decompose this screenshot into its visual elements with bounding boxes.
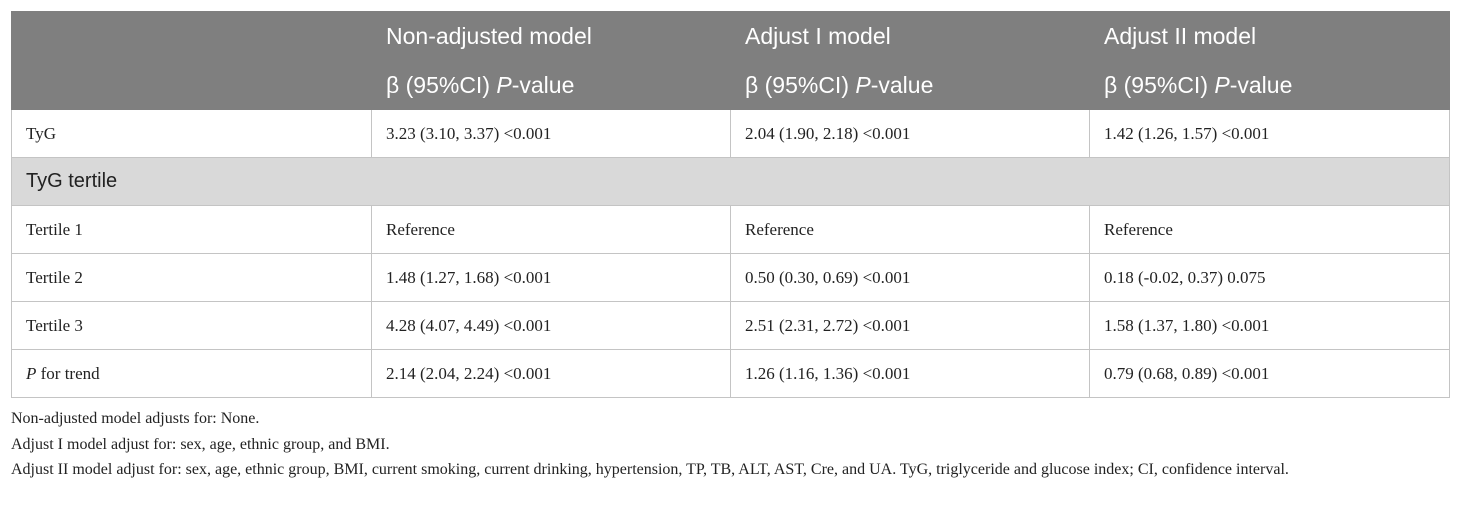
column-subheader: β (95%CI) P-value	[730, 60, 1090, 110]
footnote: Non-adjusted model adjusts for: None.	[11, 410, 260, 427]
table-cell: 1.26 (1.16, 1.36) <0.001	[730, 349, 1090, 398]
column-subheader: β (95%CI) P-value	[1089, 60, 1450, 110]
table-row: TyG tertile	[11, 157, 1450, 206]
subheader-text: β (95%CI)	[1104, 71, 1215, 98]
table-row: P for trend 2.14 (2.04, 2.24) <0.001 1.26 …	[11, 349, 1450, 398]
row-label-text: TyG	[26, 123, 56, 143]
table-cell: 2.51 (2.31, 2.72) <0.001	[730, 301, 1090, 350]
table-cell: Reference	[730, 205, 1090, 254]
column-header: Adjust I model	[730, 11, 1090, 61]
row-label: Tertile 2	[11, 253, 372, 302]
table-cell: 4.28 (4.07, 4.49) <0.001	[371, 301, 731, 350]
results-table: Non-adjusted model Adjust I model Adjust I…	[11, 11, 1450, 398]
table-cell: 0.50 (0.30, 0.69) <0.001	[730, 253, 1090, 302]
subheader-italic: P	[1214, 71, 1230, 98]
subheader-rest: -value	[870, 71, 934, 98]
table-cell: 2.14 (2.04, 2.24) <0.001	[371, 349, 731, 398]
row-label: TyG	[11, 109, 372, 158]
table-cell: 1.48 (1.27, 1.68) <0.001	[371, 253, 731, 302]
table-row: Tertile 3 4.28 (4.07, 4.49) <0.001 2.51 (2…	[11, 301, 1450, 350]
table-cell: 2.04 (1.90, 2.18) <0.001	[730, 109, 1090, 158]
column-subheader: β (95%CI) P-value	[371, 60, 731, 110]
table-row: TyG 3.23 (3.10, 3.37) <0.001 2.04 (1.90, 2…	[11, 109, 1450, 158]
table-row: Tertile 2 1.48 (1.27, 1.68) <0.001 0.50 (0…	[11, 253, 1450, 302]
subheader-text: β (95%CI)	[745, 71, 856, 98]
column-header: Non-adjusted model	[371, 11, 731, 61]
row-label-text: Tertile 2	[26, 267, 83, 287]
header-row: Non-adjusted model Adjust I model Adjust I…	[11, 11, 1450, 61]
table-row: Tertile 1 Reference Reference Reference	[11, 205, 1450, 254]
row-label-text: Tertile 3	[26, 315, 83, 335]
table-cell: Reference	[1089, 205, 1450, 254]
subheader-italic: P	[855, 71, 871, 98]
row-label-text: for trend	[36, 363, 100, 383]
subheader-rest: -value	[1229, 71, 1293, 98]
table-cell: 1.42 (1.26, 1.57) <0.001	[1089, 109, 1450, 158]
subheader-rest: -value	[511, 71, 575, 98]
table-cell: Reference	[371, 205, 731, 254]
table-figure: Non-adjusted model Adjust I model Adjust I…	[11, 11, 1450, 483]
subheader-text: β (95%CI)	[386, 71, 497, 98]
row-label-text: Tertile 1	[26, 219, 83, 239]
group-header: TyG tertile	[11, 157, 1450, 206]
table-cell: 1.58 (1.37, 1.80) <0.001	[1089, 301, 1450, 350]
subheader-row: β (95%CI) P-value β (95%CI) P-value β (95%…	[11, 60, 1450, 110]
footnote: Adjust II model adjust for: sex, age, et…	[11, 461, 1289, 478]
footnotes: Non-adjusted model adjusts for: None. Adj…	[11, 406, 1449, 483]
table-cell: 0.79 (0.68, 0.89) <0.001	[1089, 349, 1450, 398]
header-cell	[11, 60, 372, 110]
row-label: Tertile 3	[11, 301, 372, 350]
header-cell	[11, 11, 372, 61]
column-header: Adjust II model	[1089, 11, 1450, 61]
table-cell: 3.23 (3.10, 3.37) <0.001	[371, 109, 731, 158]
row-label-italic: P	[26, 363, 37, 383]
table-cell: 0.18 (-0.02, 0.37) 0.075	[1089, 253, 1450, 302]
row-label: Tertile 1	[11, 205, 372, 254]
footnote: Adjust I model adjust for: sex, age, eth…	[11, 435, 390, 453]
subheader-italic: P	[496, 71, 512, 98]
row-label: P for trend	[11, 349, 372, 398]
